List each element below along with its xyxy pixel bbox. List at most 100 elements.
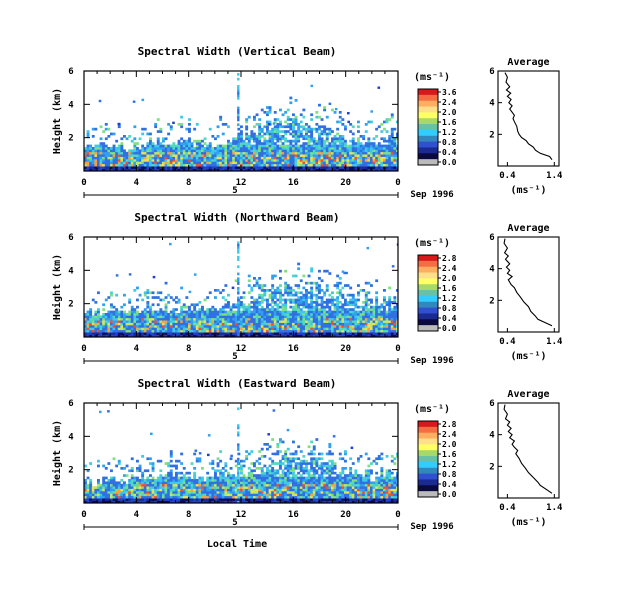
colorbar-swatch xyxy=(418,112,438,119)
average-title: Average xyxy=(507,57,549,68)
colorbar-tick-label: 2.0 xyxy=(442,440,457,449)
colorbar-swatch xyxy=(418,473,438,480)
y-tick-label: 6 xyxy=(68,233,73,243)
colorbar-swatch xyxy=(418,426,438,434)
colorbar-swatch xyxy=(418,295,438,303)
colorbar-tick-label: 2.4 xyxy=(442,98,457,107)
x-tick-label: 12 xyxy=(236,344,247,354)
average-y-tick-label: 2 xyxy=(489,462,494,472)
y-tick-label: 2 xyxy=(68,300,73,310)
heatmap-cells xyxy=(84,241,398,337)
x-tick-label: 0 xyxy=(81,510,86,520)
average-frame xyxy=(497,236,560,333)
x-tick-label: 12 xyxy=(236,178,247,188)
x-tick-label: 8 xyxy=(186,344,191,354)
colorbar-swatch xyxy=(418,491,438,498)
colorbar-tick-label: 0.8 xyxy=(442,304,457,313)
x-tick-label: 20 xyxy=(340,178,351,188)
colorbar-swatch xyxy=(418,94,438,102)
x-tick-label: 0 xyxy=(81,178,86,188)
panel-2: Spectral Width (Eastward Beam)0 4 8 12 16 20 0… xyxy=(51,377,563,550)
x-tick-label: 4 xyxy=(134,344,140,354)
colorbar-swatch xyxy=(418,255,438,262)
y-axis-label: Height (km) xyxy=(51,88,63,154)
colorbar-frame xyxy=(417,88,439,166)
colorbar-swatch xyxy=(418,325,438,332)
x-tick-label: 0 xyxy=(395,344,400,354)
colorbar-swatch xyxy=(418,266,438,273)
date-label: Sep 1996 xyxy=(410,190,453,200)
average-y-tick-label: 4 xyxy=(489,99,495,109)
colorbar-swatch xyxy=(418,153,438,160)
y-tick-label: 4 xyxy=(68,100,74,110)
colorbar-swatch xyxy=(418,159,438,166)
average-y-tick-label: 6 xyxy=(489,67,494,77)
colorbar-frame xyxy=(417,254,439,332)
colorbar-unit: (ms⁻¹) xyxy=(414,404,450,415)
colorbar-tick-label: 0.8 xyxy=(442,470,457,479)
colorbar-tick-label: 2.0 xyxy=(442,274,457,283)
colorbar-swatch xyxy=(418,313,438,320)
x-axis-label: Local Time xyxy=(207,538,267,550)
colorbar-swatch xyxy=(418,260,438,268)
panel-1: Spectral Width (Northward Beam)0 4 8 12 16 20… xyxy=(51,211,563,366)
colorbar-swatch xyxy=(418,438,438,445)
average-profile-line xyxy=(503,404,553,494)
average-x-tick-label: 0.4 xyxy=(499,171,516,181)
colorbar-swatch xyxy=(418,421,438,428)
heatmap-cells xyxy=(84,407,398,503)
y-tick-label: 2 xyxy=(68,466,73,476)
average-title: Average xyxy=(507,389,549,400)
y-tick-label: 4 xyxy=(68,266,74,276)
heatmap-cells xyxy=(84,73,398,171)
x-tick-label: 20 xyxy=(340,344,351,354)
y-axis-label: Height (km) xyxy=(51,420,63,486)
panel-title: Spectral Width (Eastward Beam) xyxy=(138,377,337,390)
date-label: Sep 1996 xyxy=(410,356,453,366)
x-tick-label: 8 xyxy=(186,178,191,188)
panel-0: Spectral Width (Vertical Beam)0 4 8 12 16 20 0… xyxy=(51,45,563,200)
colorbar-swatch xyxy=(418,301,438,309)
colorbar-tick-label: 2.4 xyxy=(442,430,457,439)
colorbar-swatch xyxy=(418,135,438,143)
x-tick-label: 16 xyxy=(288,178,299,188)
x-tick-label: 0 xyxy=(395,178,400,188)
day-label: 5 xyxy=(232,186,237,196)
colorbar-tick-label: 1.2 xyxy=(442,460,457,469)
colorbar-tick-label: 0.8 xyxy=(442,138,457,147)
average-x-label: (ms⁻¹) xyxy=(510,185,546,196)
colorbar-swatch xyxy=(418,106,438,113)
x-tick-label: 0 xyxy=(81,344,86,354)
colorbar-tick-label: 3.6 xyxy=(442,88,457,97)
colorbar-tick-label: 1.6 xyxy=(442,118,457,127)
colorbar-swatch xyxy=(418,141,438,148)
y-tick-label: 6 xyxy=(68,67,73,77)
colorbar-tick-label: 0.4 xyxy=(442,314,457,323)
colorbar-tick-label: 0.0 xyxy=(442,158,457,167)
colorbar-swatch xyxy=(418,124,438,131)
colorbar-tick-label: 1.6 xyxy=(442,450,457,459)
colorbar-swatch xyxy=(418,284,438,291)
colorbar-swatch xyxy=(418,278,438,285)
colorbar-tick-label: 0.4 xyxy=(442,148,457,157)
colorbar-swatch xyxy=(418,450,438,457)
average-x-tick-label: 0.4 xyxy=(499,503,516,513)
average-frame xyxy=(497,402,560,499)
average-y-tick-label: 6 xyxy=(489,233,494,243)
date-label: Sep 1996 xyxy=(410,522,453,532)
colorbar-swatch xyxy=(418,147,438,154)
colorbar-tick-label: 0.0 xyxy=(442,490,457,499)
colorbar-swatch xyxy=(418,461,438,469)
average-title: Average xyxy=(507,223,549,234)
colorbar-swatch xyxy=(418,479,438,486)
colorbar-unit: (ms⁻¹) xyxy=(414,238,450,249)
x-tick-label: 4 xyxy=(134,510,140,520)
day-label: 5 xyxy=(232,518,237,528)
x-tick-label: 12 xyxy=(236,510,247,520)
colorbar-swatch xyxy=(418,485,438,492)
colorbar-tick-label: 1.6 xyxy=(442,284,457,293)
colorbar-swatch xyxy=(418,467,438,475)
colorbar-swatch xyxy=(418,100,438,107)
colorbar-swatch xyxy=(418,319,438,326)
